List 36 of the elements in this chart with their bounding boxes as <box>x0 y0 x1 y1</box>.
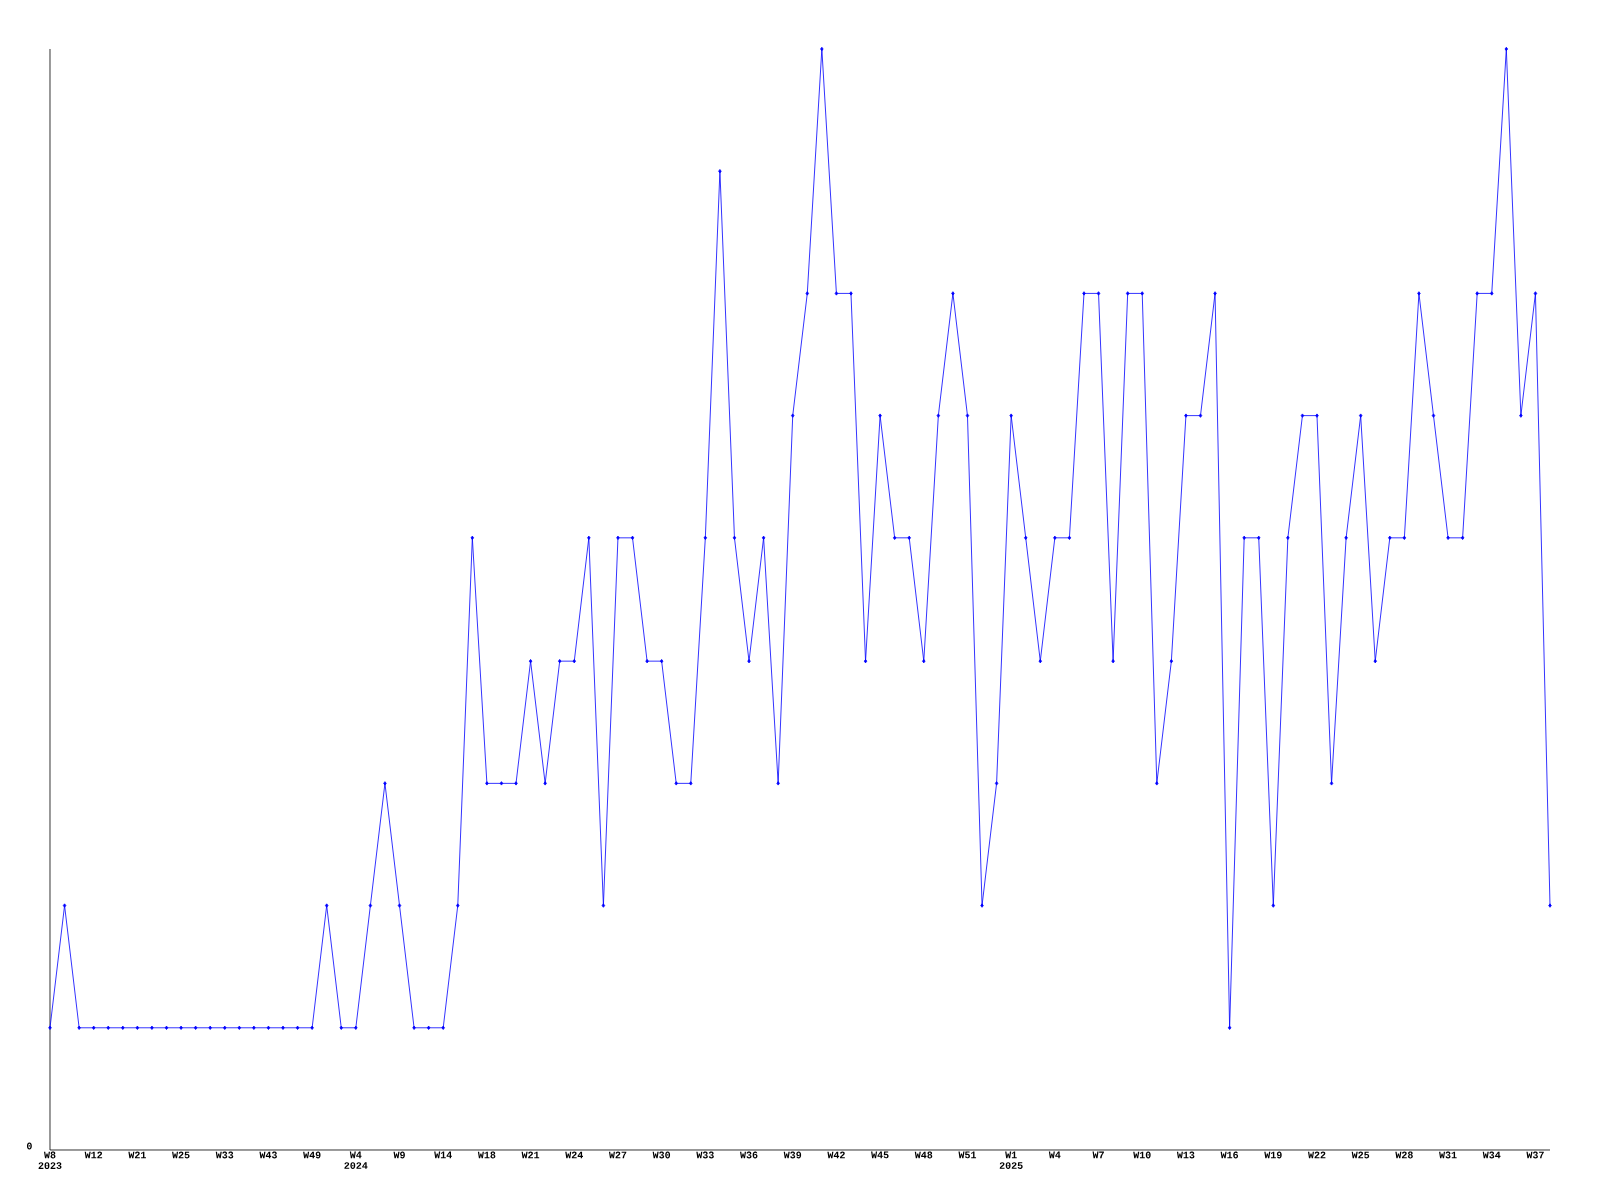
x-tick-label: W49 <box>303 1151 321 1159</box>
x-tick-label: W33 <box>215 1151 234 1159</box>
x-tick-label: W28 <box>1395 1151 1413 1159</box>
x-tick-label: W51 <box>958 1151 977 1159</box>
x-tick-label: W1 2025 <box>999 1151 1023 1169</box>
x-tick-label: W12 <box>84 1151 103 1159</box>
x-tick-label: W25 <box>172 1151 190 1159</box>
x-tick-label: W9 <box>393 1151 405 1159</box>
x-tick-label: W13 <box>1176 1151 1195 1159</box>
x-tick-label: W22 <box>1307 1151 1326 1159</box>
x-tick-label: W24 <box>565 1151 583 1159</box>
x-tick-label: W18 <box>477 1151 496 1159</box>
x-tick-label: W45 <box>871 1151 889 1159</box>
x-tick-label: W37 <box>1526 1151 1544 1159</box>
text: 0 <box>26 1142 32 1150</box>
x-tick-label: W7 <box>1092 1151 1104 1159</box>
x-tick-label: W8 2023 <box>38 1151 62 1170</box>
x-tick-label: W14 <box>434 1151 452 1159</box>
x-tick-label: W19 <box>1264 1151 1282 1159</box>
x-tick-label: W21 <box>521 1151 540 1159</box>
x-tick-label: W25 <box>1351 1151 1370 1159</box>
x-tick-label: W48 <box>914 1151 933 1159</box>
x-tick-label: W10 <box>1133 1151 1151 1159</box>
x-tick-label: W16 <box>1220 1151 1239 1159</box>
x-tick-label: W4 2024 <box>344 1151 368 1169</box>
x-tick-label: W34 <box>1482 1151 1501 1159</box>
x-tick-label: W33 <box>696 1151 714 1159</box>
x-tick-label: W30 <box>652 1151 671 1159</box>
x-tick-label: W4 <box>1048 1151 1061 1159</box>
x-tick-label: W39 <box>783 1151 802 1159</box>
x-tick-label: W31 <box>1439 1151 1457 1159</box>
x-tick-label: W42 <box>827 1151 845 1159</box>
x-tick-label: W21 <box>128 1151 146 1159</box>
x-tick-label: W27 <box>608 1151 627 1159</box>
x-tick-label: W43 <box>259 1151 277 1159</box>
x-tick-label: W36 <box>740 1151 758 1159</box>
